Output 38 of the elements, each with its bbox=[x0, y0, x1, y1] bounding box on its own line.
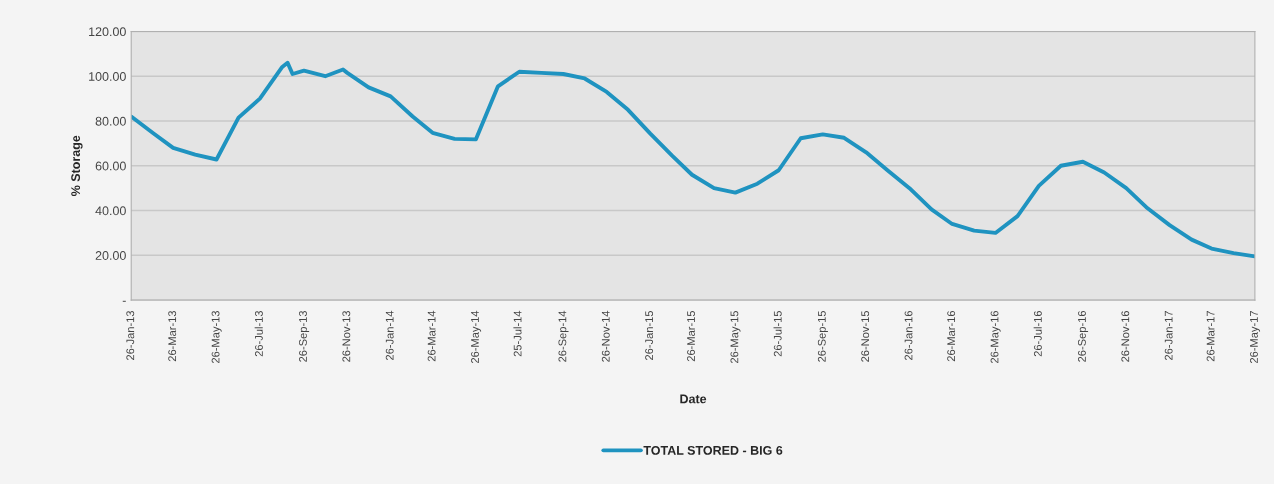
x-tick-label: 26-Mar-13 bbox=[168, 310, 177, 362]
x-tick-label: 26-Jan-13 bbox=[126, 310, 135, 360]
x-tick-label: 26-Jul-15 bbox=[773, 310, 782, 357]
x-tick-label: 26-Sep-14 bbox=[558, 310, 569, 362]
x-tick-label: 26-Mar-15 bbox=[687, 310, 695, 362]
x-tick-label: 26-May-13 bbox=[211, 310, 222, 364]
x-tick-label: 26-Jan-17 bbox=[1164, 311, 1173, 360]
line-series bbox=[131, 60, 1255, 259]
x-tick-label: 26-Mar-16 bbox=[947, 310, 956, 362]
x-tick-label: 26-Nov-14 bbox=[601, 310, 610, 362]
y-tick-label: 20.00 bbox=[95, 251, 126, 260]
x-axis-title: Date bbox=[680, 394, 707, 404]
x-tick-label: 26-Jan-16 bbox=[904, 310, 913, 360]
x-tick-label: 26-May-15 bbox=[730, 310, 741, 364]
x-tick-label: 26-May-16 bbox=[990, 310, 1001, 364]
y-tick-label: - bbox=[122, 300, 126, 302]
x-tick-label: 26-Jul-16 bbox=[1033, 310, 1042, 357]
x-tick-label: 26-Nov-16 bbox=[1121, 310, 1130, 362]
x-tick-label: 26-Jan-15 bbox=[645, 310, 654, 360]
x-tick-label: 26-Mar-17 bbox=[1206, 311, 1215, 362]
y-tick-label: 80.00 bbox=[95, 116, 126, 126]
x-tick-label: 26-Jan-14 bbox=[385, 310, 394, 360]
y-tick-label: 100.00 bbox=[89, 72, 126, 81]
x-tick-label: 26-May-14 bbox=[471, 310, 482, 364]
x-tick-label: 26-Sep-16 bbox=[1078, 310, 1089, 362]
x-tick-label: 26-Sep-15 bbox=[817, 310, 828, 362]
x-tick-label: 26-May-17 bbox=[1250, 311, 1261, 364]
y-axis-title: % Storage bbox=[71, 135, 83, 197]
x-tick-label: 26-Jul-13 bbox=[254, 310, 263, 357]
y-tick-label: 120.00 bbox=[89, 27, 126, 37]
x-tick-label: 26-Sep-13 bbox=[299, 310, 310, 362]
y-tick-label: 40.00 bbox=[95, 206, 126, 216]
y-tick-label: 60.00 bbox=[95, 161, 126, 171]
legend-label: TOTAL STORED - BIG 6 bbox=[643, 445, 783, 455]
x-tick-label: 26-Mar-14 bbox=[427, 310, 436, 362]
x-tick-label: 26-Nov-13 bbox=[342, 310, 351, 362]
x-tick-label: 26-Nov-15 bbox=[861, 310, 870, 362]
x-tick-label: 25-Jul-14 bbox=[513, 310, 522, 357]
